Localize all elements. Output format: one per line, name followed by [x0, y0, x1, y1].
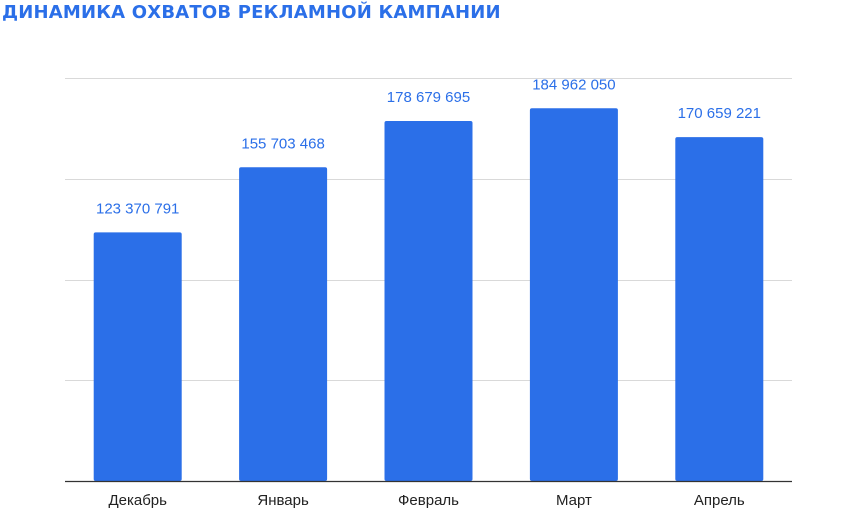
data-label: 170 659 221 [678, 105, 761, 122]
chart-title: ДИНАМИКА ОХВАТОВ РЕКЛАМНОЙ КАМПАНИИ [2, 2, 501, 23]
x-tick-label: Февраль [398, 492, 459, 509]
bars [93, 108, 764, 482]
bar [384, 120, 473, 481]
data-label: 155 703 468 [241, 135, 324, 152]
bar [93, 232, 182, 481]
data-label: 123 370 791 [96, 200, 179, 217]
data-label: 178 679 695 [387, 89, 470, 106]
value-labels: 123 370 791 155 703 468 178 679 695 184 962… [96, 76, 761, 217]
x-tick-label: Декабрь [108, 492, 167, 509]
data-label: 184 962 050 [532, 76, 615, 93]
x-tick-label: Апрель [694, 492, 745, 509]
x-tick-label: Март [556, 492, 592, 509]
bar [239, 167, 328, 481]
category-labels: Декабрь Январь Февраль Март Апрель [108, 492, 744, 509]
bar [529, 108, 618, 482]
x-tick-label: Январь [257, 492, 309, 509]
bar [675, 137, 764, 481]
